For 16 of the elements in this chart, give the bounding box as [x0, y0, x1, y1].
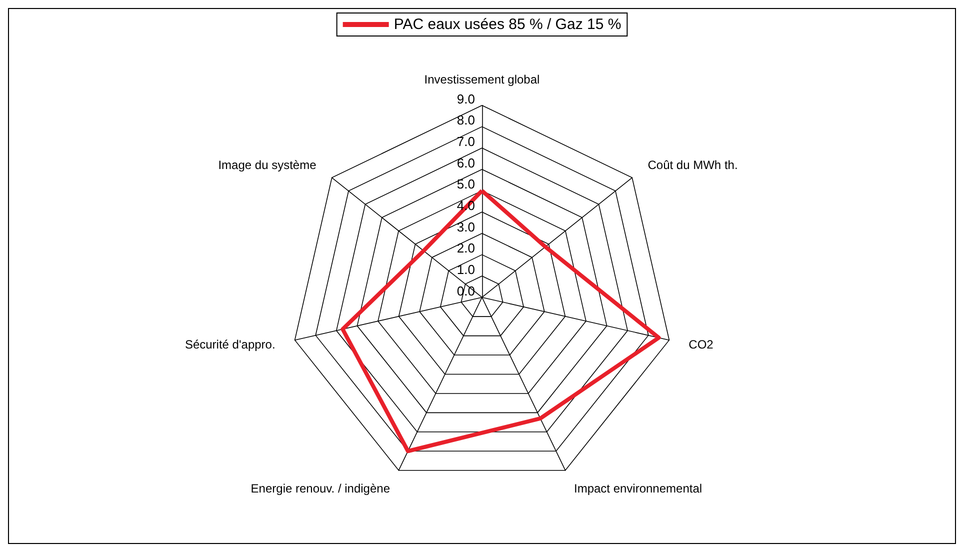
spoke-label: Coût du MWh th.: [648, 158, 738, 172]
y-tick-label: 1.0: [456, 262, 475, 278]
spoke-label: Energie renouv. / indigène: [250, 481, 390, 496]
y-tick-label: 7.0: [456, 134, 475, 150]
spoke-label: Investissement global: [424, 72, 540, 86]
spoke-label: Impact environnemental: [574, 481, 702, 496]
y-tick-label: 5.0: [456, 176, 475, 192]
spoke-label: CO2: [688, 338, 714, 352]
legend-label: PAC eaux usées 85 % / Gaz 15 %: [394, 16, 622, 33]
y-tick-label: 2.0: [456, 240, 475, 256]
spoke-label: Image du système: [218, 158, 317, 172]
y-tick-label: 9.0: [456, 91, 475, 106]
y-tick-label: 3.0: [456, 219, 475, 234]
spoke-label: Sécurité d'appro.: [184, 338, 276, 352]
y-tick-label: 6.0: [456, 155, 475, 170]
y-tick-label: 8.0: [456, 112, 475, 128]
